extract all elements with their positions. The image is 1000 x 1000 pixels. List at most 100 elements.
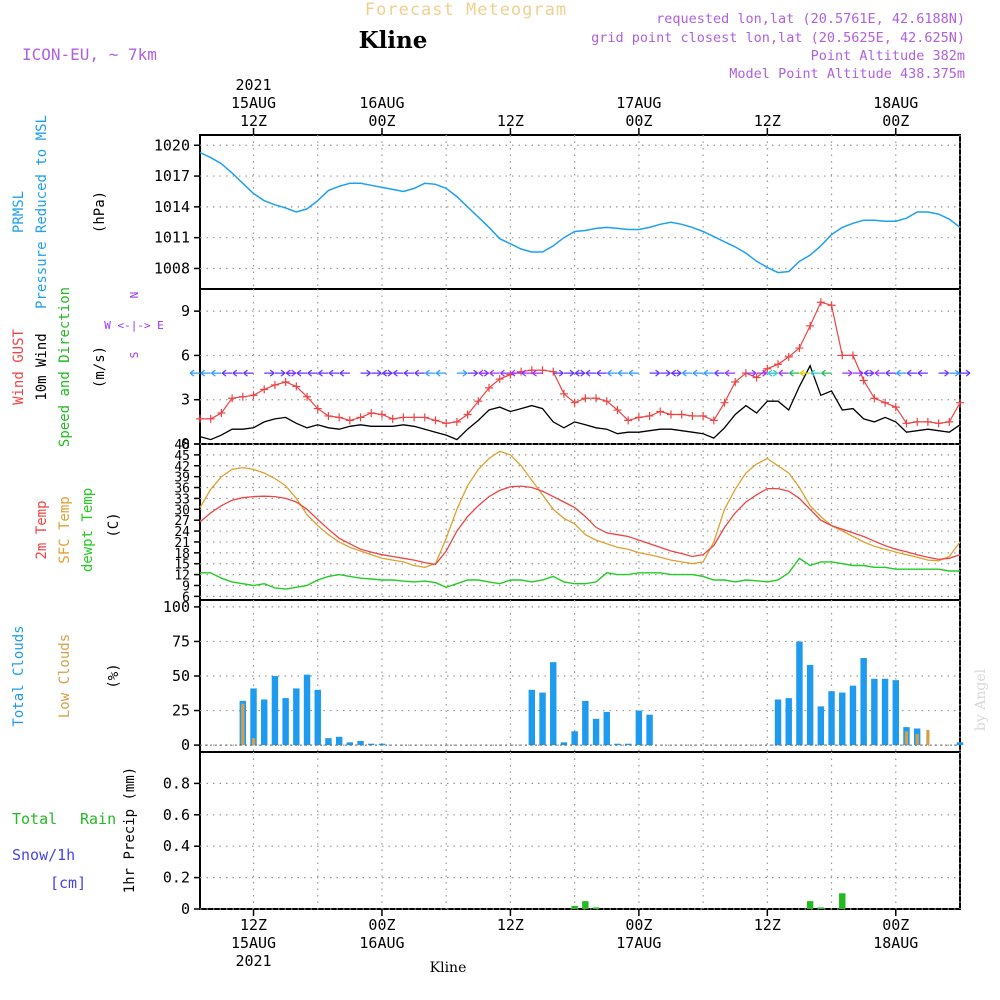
y-tick-label: 9	[181, 302, 190, 320]
x-tick-label-bottom: 2021	[235, 952, 271, 970]
x-tick-label-bottom: 16AUG	[359, 934, 404, 952]
total-cloud-bar	[378, 743, 386, 746]
snow-legend: Snow/1h	[12, 846, 75, 864]
wind-direction-arrow	[649, 369, 660, 377]
gust-marker	[238, 392, 247, 401]
x-tick-label-top: 12Z	[754, 112, 781, 130]
gust-marker	[399, 413, 408, 422]
clouds-unit: (%)	[106, 663, 122, 688]
gust-marker	[292, 382, 301, 391]
wind-direction-arrow	[553, 369, 564, 377]
wind-direction-arrow	[456, 369, 468, 377]
wind-direction-arrow	[264, 369, 275, 377]
gust-marker	[956, 398, 964, 407]
y-tick-label: 27	[174, 514, 190, 529]
wind-10m-label: 10m Wind	[34, 333, 50, 400]
wind-unit: (m/s)	[92, 346, 108, 388]
x-tick-label-bottom: 12Z	[754, 916, 781, 934]
wind-direction-arrow	[360, 369, 371, 377]
gust-marker	[206, 414, 215, 423]
wind-direction-arrow	[328, 369, 340, 377]
model-label: ICON-EU, ~ 7km	[22, 45, 157, 64]
rain-bar	[582, 901, 589, 909]
wind-direction-arrow	[189, 369, 200, 377]
gust-marker	[420, 413, 429, 422]
y-tick-label: 3	[181, 391, 190, 409]
y-tick-label: 42	[174, 460, 190, 475]
snow-legend-unit: [cm]	[50, 874, 86, 892]
y-tick-label: 0.4	[163, 837, 190, 855]
gust-marker	[367, 409, 376, 417]
total-cloud-bar	[303, 674, 311, 746]
gust-marker	[549, 367, 558, 376]
total-cloud-bar	[592, 718, 600, 746]
wind-direction-arrow	[403, 369, 415, 377]
wind-direction-arrow	[906, 369, 918, 377]
y-tick-label: 9	[182, 579, 190, 594]
y-tick-label: 33	[174, 492, 190, 507]
gust-marker	[891, 403, 900, 412]
wind-direction-arrow	[799, 369, 811, 377]
gust-marker	[774, 360, 783, 369]
y-tick-label: 1017	[154, 167, 190, 185]
x-tick-label-top: 00Z	[368, 112, 395, 130]
total-cloud-bar	[325, 738, 332, 746]
low-cloud-bar	[926, 729, 930, 746]
total-clouds-label: Total Clouds	[11, 625, 27, 726]
wind-direction-arrow	[864, 369, 875, 377]
gust-marker	[731, 378, 740, 386]
x-tick-label-top: 12Z	[240, 112, 267, 130]
wind-direction-arrow	[810, 369, 821, 377]
total-cloud-bar	[560, 742, 568, 746]
total-cloud-bar	[881, 678, 889, 746]
watermark: by Angel	[973, 668, 989, 731]
total-cloud-bar	[624, 743, 632, 746]
total-cloud-bar	[828, 691, 835, 746]
wind-direction-arrow	[414, 369, 425, 377]
y-tick-label: 0	[181, 736, 190, 754]
gust-marker	[495, 375, 504, 384]
x-tick-label-top: 12Z	[497, 112, 524, 130]
wind-direction-arrow	[371, 369, 382, 377]
gust-marker	[902, 419, 911, 428]
x-tick-label-bottom: 15AUG	[231, 934, 276, 952]
gust-marker	[249, 391, 258, 400]
gust-marker	[624, 416, 633, 425]
gust-marker	[303, 392, 312, 401]
wind-compass: N W <-|-> E S	[104, 292, 164, 359]
gust-marker	[281, 378, 290, 386]
gust-marker	[945, 417, 954, 426]
gust-marker	[934, 419, 943, 428]
total-cloud-bar	[839, 692, 846, 746]
x-tick-label-top: 16AUG	[359, 94, 404, 112]
x-tick-label-top: 00Z	[882, 112, 909, 130]
grid-layer	[200, 135, 961, 910]
gust-marker	[634, 413, 643, 422]
y-tick-label: 50	[172, 667, 190, 685]
wind-direction-arrow	[949, 369, 960, 377]
total-cloud-bar	[571, 731, 578, 746]
gust-marker	[260, 385, 269, 394]
x-tick-label-top: 18AUG	[873, 94, 918, 112]
wind-direction-arrow	[285, 369, 297, 377]
gust-marker	[752, 373, 761, 382]
wind-direction-arrow	[938, 369, 949, 377]
x-tick-label-bottom: 00Z	[368, 916, 395, 934]
gust-marker	[645, 411, 654, 420]
gust-marker	[485, 383, 494, 392]
temp-unit: (C)	[106, 512, 122, 537]
y-tick-label: 1020	[154, 136, 190, 154]
y-tick-label: 6	[181, 346, 190, 364]
wind-direction-arrow	[435, 369, 447, 377]
gust-marker	[442, 419, 451, 428]
gust-marker	[356, 413, 365, 422]
y-tick-label: 48	[174, 438, 190, 453]
wind-direction-arrow	[478, 369, 490, 377]
total-cloud-bar	[860, 658, 867, 746]
gust-marker	[784, 352, 793, 361]
wind-direction-arrow	[211, 369, 222, 377]
x-tick-label-bottom: 12Z	[240, 916, 267, 934]
y-tick-label: 100	[163, 598, 190, 616]
wind-direction-arrow	[692, 369, 704, 377]
